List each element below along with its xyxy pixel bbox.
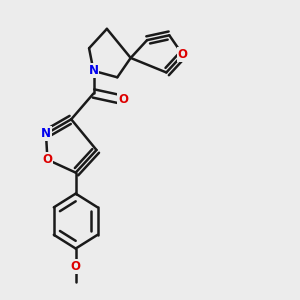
Text: O: O bbox=[71, 260, 81, 273]
Text: O: O bbox=[43, 153, 52, 166]
Text: N: N bbox=[41, 127, 51, 140]
Text: O: O bbox=[118, 93, 128, 106]
Text: O: O bbox=[178, 48, 188, 61]
Text: N: N bbox=[88, 64, 98, 77]
